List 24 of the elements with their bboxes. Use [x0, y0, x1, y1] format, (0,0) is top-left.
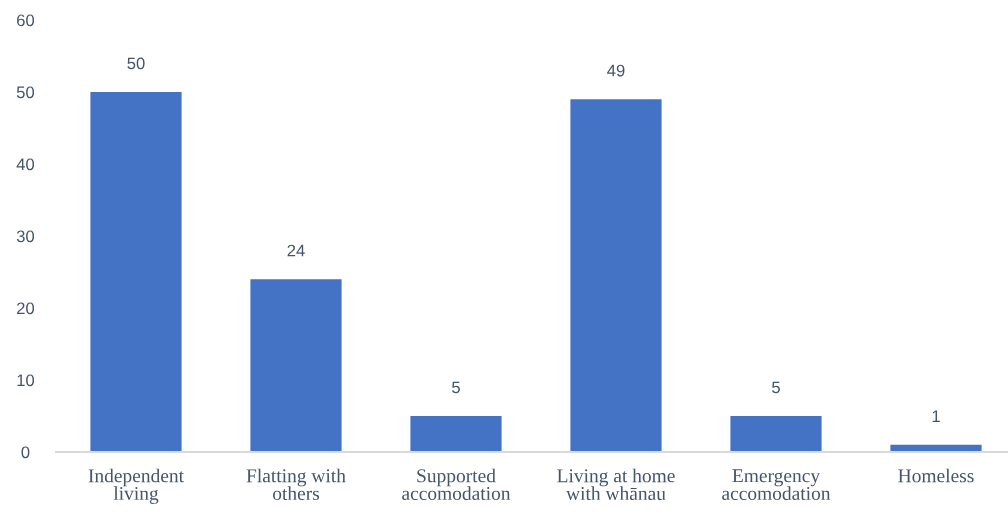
y-tick-label: 20 [17, 302, 35, 315]
x-tick-label: Homeless [898, 468, 974, 483]
data-label: 5 [452, 381, 460, 394]
x-tick-label: Flatting with others [246, 468, 346, 501]
y-tick-label: 0 [21, 446, 30, 459]
data-label: 1 [932, 410, 940, 422]
y-tick-label: 40 [16, 158, 35, 171]
bar [730, 416, 822, 452]
bar [90, 92, 182, 452]
x-tick-label: Supported accomodation [402, 468, 511, 500]
data-label: 5 [772, 381, 780, 394]
bar [570, 99, 662, 452]
x-tick-label: Independent living [88, 468, 184, 504]
y-tick-label: 50 [16, 86, 35, 99]
data-label: 50 [127, 57, 145, 70]
y-tick-label: 30 [16, 230, 35, 243]
bar [410, 416, 502, 452]
bar [250, 279, 342, 452]
data-label: 49 [607, 64, 625, 77]
y-tick-label: 60 [17, 14, 35, 27]
y-tick-label: 10 [17, 374, 35, 387]
data-label: 24 [287, 244, 305, 257]
x-tick-label: Living at home with whānau [557, 468, 675, 501]
x-tick-label: Emergency accomodation [722, 469, 831, 500]
